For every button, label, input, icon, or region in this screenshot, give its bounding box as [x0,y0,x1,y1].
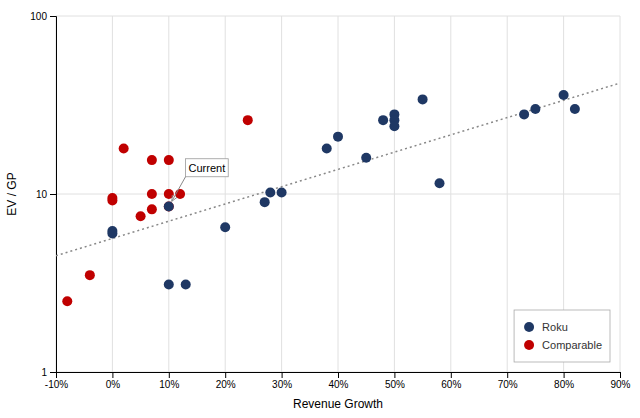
point [265,187,275,197]
x-tick-mark [338,372,339,378]
x-tick-mark [112,372,113,378]
x-tick-label: 80% [554,379,574,390]
x-tick-label: 0% [106,379,121,390]
point [175,189,185,199]
y-tick-label: 1 [41,367,47,378]
x-tick-label: -10% [45,379,68,390]
point [378,115,388,125]
x-tick-label: 60% [441,379,461,390]
point [530,104,540,114]
x-tick: 10% [159,372,179,390]
x-tick: 30% [272,372,292,390]
x-tick-label: 10% [159,379,179,390]
point [361,153,371,163]
point [181,280,191,290]
legend-swatch [524,322,534,332]
x-tick: 0% [106,372,121,390]
y-tick: 100 [30,11,56,22]
x-tick: 90% [610,372,630,390]
line [56,83,620,256]
series-points [107,90,579,290]
annotation-arrow [172,177,186,202]
point [277,187,287,197]
point [519,109,529,119]
grid [56,16,620,372]
point [147,155,157,165]
x-tick-label: 50% [385,379,405,390]
point [570,104,580,114]
series-points [62,115,252,306]
x-tick: 20% [216,372,236,390]
x-tick-mark [225,372,226,378]
legend-box [514,310,610,362]
x-tick-mark [507,372,508,378]
point [107,195,117,205]
x-tick-mark [564,372,565,378]
x-tick-mark [451,372,452,378]
point [435,178,445,188]
chart: -10% 0% 10% 20% 30% 40% 50% 60% 70% 80% 90% 1 10 100 C… [0,0,640,418]
point [243,115,253,125]
x-tick-label: 40% [328,379,348,390]
marks [56,83,620,306]
legend-label: Roku [542,321,568,333]
y-tick: 10 [36,189,56,200]
plot-area: -10% 0% 10% 20% 30% 40% 50% 60% 70% 80% 90% 1 10 100 C… [30,11,630,390]
point [85,270,95,280]
y-tick-mark [50,372,56,373]
y-tick-label: 10 [36,189,48,200]
point [559,90,569,100]
x-tick-label: 70% [498,379,518,390]
point [333,132,343,142]
point [136,211,146,221]
x-tick-label: 30% [272,379,292,390]
x-tick: 60% [441,372,461,390]
x-axis-title: Revenue Growth [293,397,383,411]
x-tick-mark [169,372,170,378]
point [164,155,174,165]
y-tick-label: 100 [30,11,47,22]
legend-label: Comparable [542,339,602,351]
point [164,202,174,212]
x-tick-label: 90% [610,379,630,390]
y-tick-mark [50,194,56,195]
annotation-text: Current [189,162,226,174]
x-tick-mark [282,372,283,378]
point [147,189,157,199]
y-tick: 1 [41,367,56,378]
point [164,189,174,199]
point [220,222,230,232]
point [322,144,332,154]
x-tick: 40% [328,372,348,390]
x-tick: -10% [45,372,68,390]
annotation: Current [172,159,228,202]
point [260,197,270,207]
y-axis: 1 10 100 [30,11,56,378]
point [164,280,174,290]
y-tick-mark [50,16,56,17]
point [418,94,428,104]
grid-line-y [56,194,620,195]
point [164,202,174,212]
y-axis-title: EV / GP [5,172,19,215]
point [389,121,399,131]
x-tick: 70% [498,372,518,390]
point [62,296,72,306]
x-axis: -10% 0% 10% 20% 30% 40% 50% 60% 70% 80% 90% [45,372,631,390]
x-tick-label: 20% [216,379,236,390]
annotation-box [186,159,229,177]
point [119,144,129,154]
x-tick: 50% [385,372,405,390]
point [147,204,157,214]
grid-line-y [56,16,620,17]
x-tick: 80% [554,372,574,390]
y-axis-line [50,17,57,373]
x-tick-mark [394,372,395,378]
legend: Roku Comparable [514,310,610,362]
x-tick-mark [620,372,621,378]
x-axis-line [57,373,621,379]
legend-swatch [524,340,534,350]
annotations: Current [172,159,228,202]
point [107,228,117,238]
